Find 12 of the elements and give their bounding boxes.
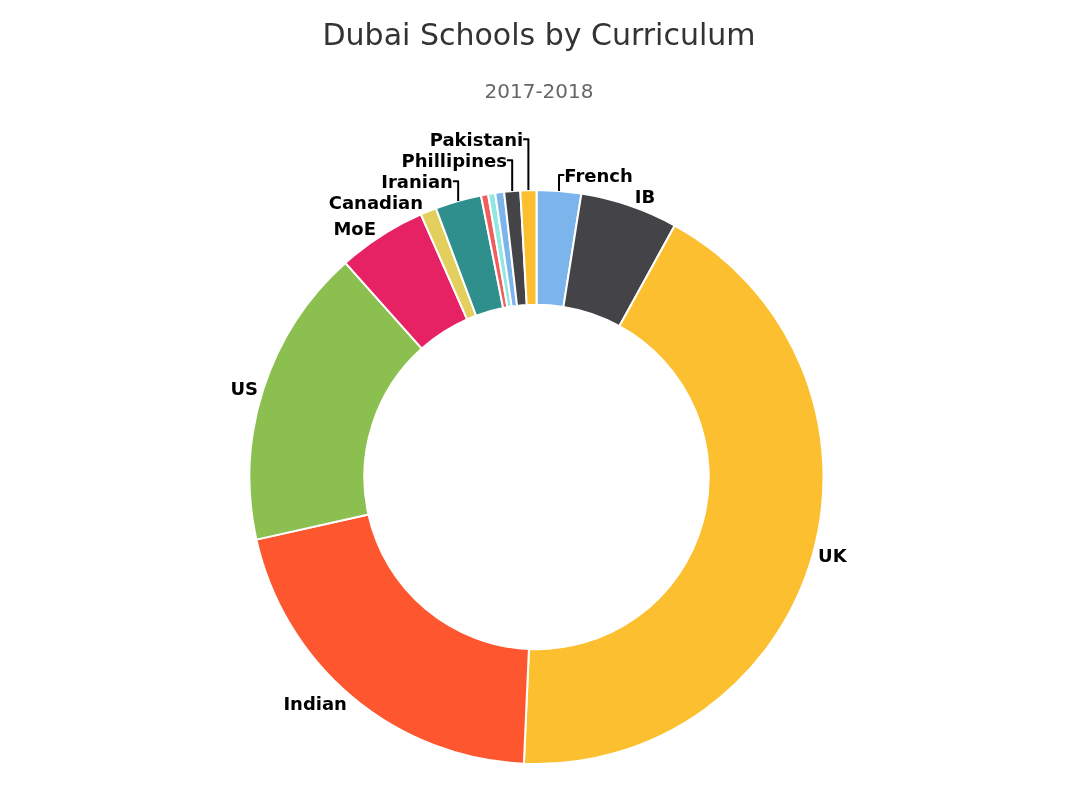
slice-label: MoE bbox=[333, 217, 376, 239]
slice-label: Iranian bbox=[381, 170, 453, 192]
slice-label: Indian bbox=[283, 692, 347, 714]
slice-label: Canadian bbox=[328, 191, 424, 213]
slice-label: Pakistani bbox=[429, 128, 524, 150]
slice-label: Phillipines bbox=[401, 149, 507, 171]
slice-label: UK bbox=[818, 544, 848, 566]
slice-label: French bbox=[564, 164, 633, 186]
chart-title: Dubai Schools by Curriculum bbox=[322, 17, 756, 53]
slice-label: US bbox=[230, 377, 259, 399]
chart-subtitle: 2017-2018 bbox=[484, 79, 594, 104]
slice-label: IB bbox=[634, 185, 656, 207]
